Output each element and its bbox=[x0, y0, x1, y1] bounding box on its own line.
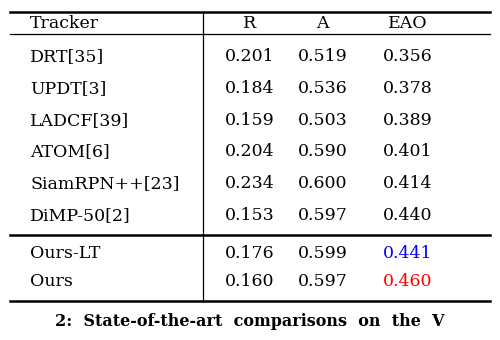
Text: 0.597: 0.597 bbox=[298, 273, 348, 290]
Text: EAO: EAO bbox=[388, 15, 428, 32]
Text: R: R bbox=[244, 15, 256, 32]
Text: 0.378: 0.378 bbox=[382, 80, 432, 97]
Text: 0.389: 0.389 bbox=[382, 112, 432, 129]
Text: 0.600: 0.600 bbox=[298, 175, 347, 192]
Text: 0.599: 0.599 bbox=[298, 245, 348, 262]
Text: 0.401: 0.401 bbox=[383, 143, 432, 160]
Text: 0.160: 0.160 bbox=[225, 273, 275, 290]
Text: 0.234: 0.234 bbox=[225, 175, 275, 192]
Text: 0.460: 0.460 bbox=[383, 273, 432, 290]
Text: 0.503: 0.503 bbox=[298, 112, 348, 129]
Text: Ours: Ours bbox=[30, 273, 73, 290]
Text: Tracker: Tracker bbox=[30, 15, 99, 32]
Text: Ours-LT: Ours-LT bbox=[30, 245, 100, 262]
Text: 2:  State-of-the-art  comparisons  on  the  V: 2: State-of-the-art comparisons on the V bbox=[55, 313, 445, 330]
Text: A: A bbox=[316, 15, 329, 32]
Text: SiamRPN++[23]: SiamRPN++[23] bbox=[30, 175, 180, 192]
Text: 0.414: 0.414 bbox=[383, 175, 432, 192]
Text: UPDT[3]: UPDT[3] bbox=[30, 80, 106, 97]
Text: DRT[35]: DRT[35] bbox=[30, 48, 104, 65]
Text: 0.440: 0.440 bbox=[383, 207, 432, 224]
Text: 0.441: 0.441 bbox=[383, 245, 432, 262]
Text: 0.184: 0.184 bbox=[225, 80, 275, 97]
Text: DiMP-50[2]: DiMP-50[2] bbox=[30, 207, 131, 224]
Text: 0.176: 0.176 bbox=[225, 245, 275, 262]
Text: LADCF[39]: LADCF[39] bbox=[30, 112, 129, 129]
Text: 0.159: 0.159 bbox=[225, 112, 275, 129]
Text: 0.597: 0.597 bbox=[298, 207, 348, 224]
Text: 0.356: 0.356 bbox=[382, 48, 432, 65]
Text: ATOM[6]: ATOM[6] bbox=[30, 143, 110, 160]
Text: 0.153: 0.153 bbox=[225, 207, 275, 224]
Text: 0.201: 0.201 bbox=[225, 48, 275, 65]
Text: 0.590: 0.590 bbox=[298, 143, 348, 160]
Text: 0.204: 0.204 bbox=[225, 143, 275, 160]
Text: 0.536: 0.536 bbox=[298, 80, 348, 97]
Text: 0.519: 0.519 bbox=[298, 48, 348, 65]
